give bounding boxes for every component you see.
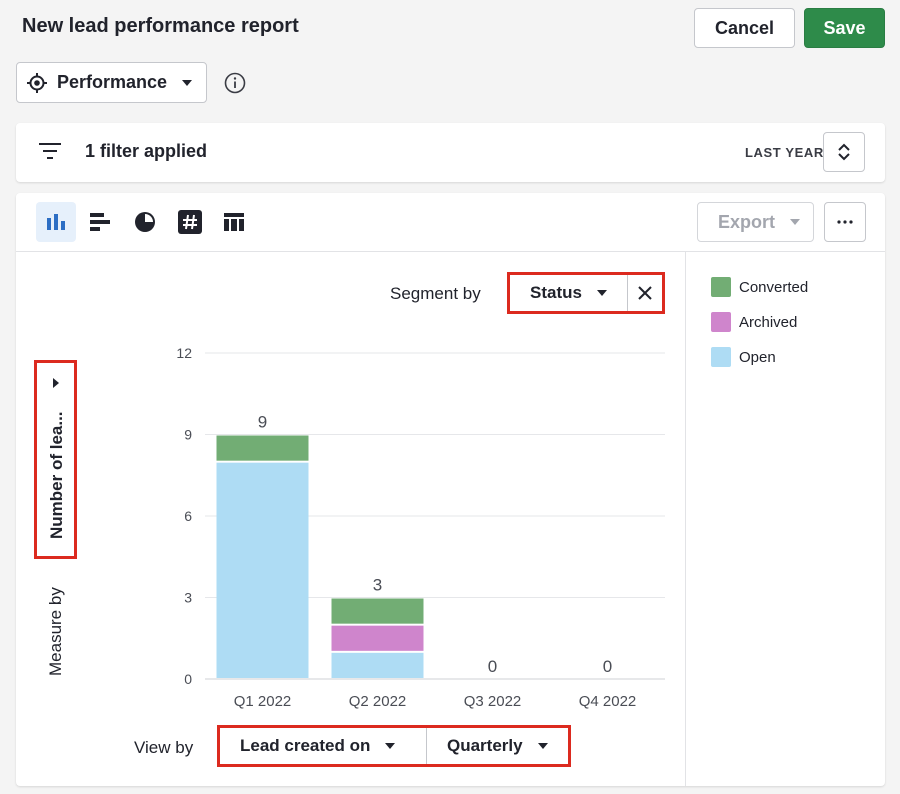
y-tick-label: 6 xyxy=(184,508,192,524)
period-label: LAST YEAR xyxy=(745,145,824,160)
legend-swatch xyxy=(711,312,731,332)
bar-total-label: 0 xyxy=(488,657,497,676)
report-type-dropdown[interactable]: Performance xyxy=(16,62,207,103)
number-icon xyxy=(178,210,202,234)
legend-divider xyxy=(685,252,686,786)
table-icon xyxy=(224,213,244,231)
bar-segment xyxy=(331,652,424,678)
segment-by-value: Status xyxy=(530,283,582,302)
interval-dropdown[interactable]: Quarterly xyxy=(427,728,568,764)
filter-summary[interactable]: 1 filter applied xyxy=(85,141,208,161)
segment-by-dropdown[interactable]: Status xyxy=(510,275,628,311)
bar-total-label: 3 xyxy=(373,576,382,595)
caret-down-icon xyxy=(182,79,193,86)
more-options-button[interactable] xyxy=(824,202,866,242)
caret-down-icon xyxy=(385,743,396,749)
bar-segment xyxy=(331,598,424,624)
y-tick-label: 12 xyxy=(176,345,192,361)
measure-by-value: Number of lea... xyxy=(47,411,66,539)
report-type-label: Performance xyxy=(57,72,168,92)
x-tick-label: Q3 2022 xyxy=(464,693,522,710)
caret-down-icon xyxy=(537,743,548,749)
column-chart-icon xyxy=(47,214,65,230)
legend-item-open[interactable]: Open xyxy=(711,347,776,367)
view-by-label: View by xyxy=(134,738,194,757)
target-icon xyxy=(27,72,47,93)
x-tick-label: Q1 2022 xyxy=(234,693,292,710)
bar-total-label: 0 xyxy=(603,657,612,676)
close-icon xyxy=(638,286,652,300)
view-by-value: Lead created on xyxy=(240,736,371,755)
page-title: New lead performance report xyxy=(22,15,299,37)
interval-value: Quarterly xyxy=(447,736,523,755)
y-tick-label: 0 xyxy=(184,671,192,687)
pie-chart-icon xyxy=(135,212,155,232)
segment-by-control: Status xyxy=(507,272,665,314)
segment-by-label: Segment by xyxy=(390,284,481,303)
legend-label: Archived xyxy=(739,313,798,331)
legend-item-converted[interactable]: Converted xyxy=(711,277,808,297)
period-stepper-button[interactable] xyxy=(823,132,865,172)
y-tick-label: 3 xyxy=(184,590,192,606)
column-chart-button[interactable] xyxy=(36,202,76,242)
bar-segment xyxy=(331,625,424,651)
clear-segment-button[interactable] xyxy=(628,285,662,301)
save-button[interactable]: Save xyxy=(804,8,885,48)
y-tick-label: 9 xyxy=(184,427,192,443)
bar-chart-button[interactable] xyxy=(80,202,120,242)
caret-down-icon xyxy=(790,219,801,225)
legend-label: Open xyxy=(739,348,776,366)
legend-swatch xyxy=(711,347,731,367)
export-button[interactable]: Export xyxy=(697,202,814,242)
chevron-up-down-icon xyxy=(838,143,850,161)
toolbar-divider xyxy=(16,251,885,252)
caret-down-icon xyxy=(596,290,607,296)
bar-total-label: 9 xyxy=(258,413,267,432)
more-horizontal-icon xyxy=(837,220,853,224)
number-chart-button[interactable] xyxy=(170,202,210,242)
view-by-control: Lead created on Quarterly xyxy=(217,725,571,767)
filter-bar xyxy=(16,123,885,182)
view-by-dropdown[interactable]: Lead created on xyxy=(220,728,427,764)
cancel-button[interactable]: Cancel xyxy=(694,8,795,48)
x-tick-label: Q2 2022 xyxy=(349,693,407,710)
legend-label: Converted xyxy=(739,278,809,296)
bar-segment xyxy=(216,435,309,461)
measure-by-label: Measure by xyxy=(46,587,65,676)
x-tick-label: Q4 2022 xyxy=(579,693,637,710)
chart-card xyxy=(16,193,885,786)
legend-item-archived[interactable]: Archived xyxy=(711,312,797,332)
stacked-column-chart: 0 3 6 9 12 9 Q1 2022 3 Q2 2022 0 Q3 2022 0 Q4 2022 xyxy=(176,345,665,710)
filter-icon[interactable] xyxy=(38,141,62,166)
table-chart-button[interactable] xyxy=(214,202,254,242)
legend-swatch xyxy=(711,277,731,297)
measure-by-dropdown[interactable]: Number of lea... xyxy=(34,360,77,559)
export-label: Export xyxy=(718,211,776,232)
bar-segment xyxy=(216,462,309,678)
bar-chart-icon xyxy=(90,213,110,231)
caret-right-icon xyxy=(53,378,59,388)
info-icon[interactable] xyxy=(224,72,246,99)
pie-chart-button[interactable] xyxy=(125,202,165,242)
